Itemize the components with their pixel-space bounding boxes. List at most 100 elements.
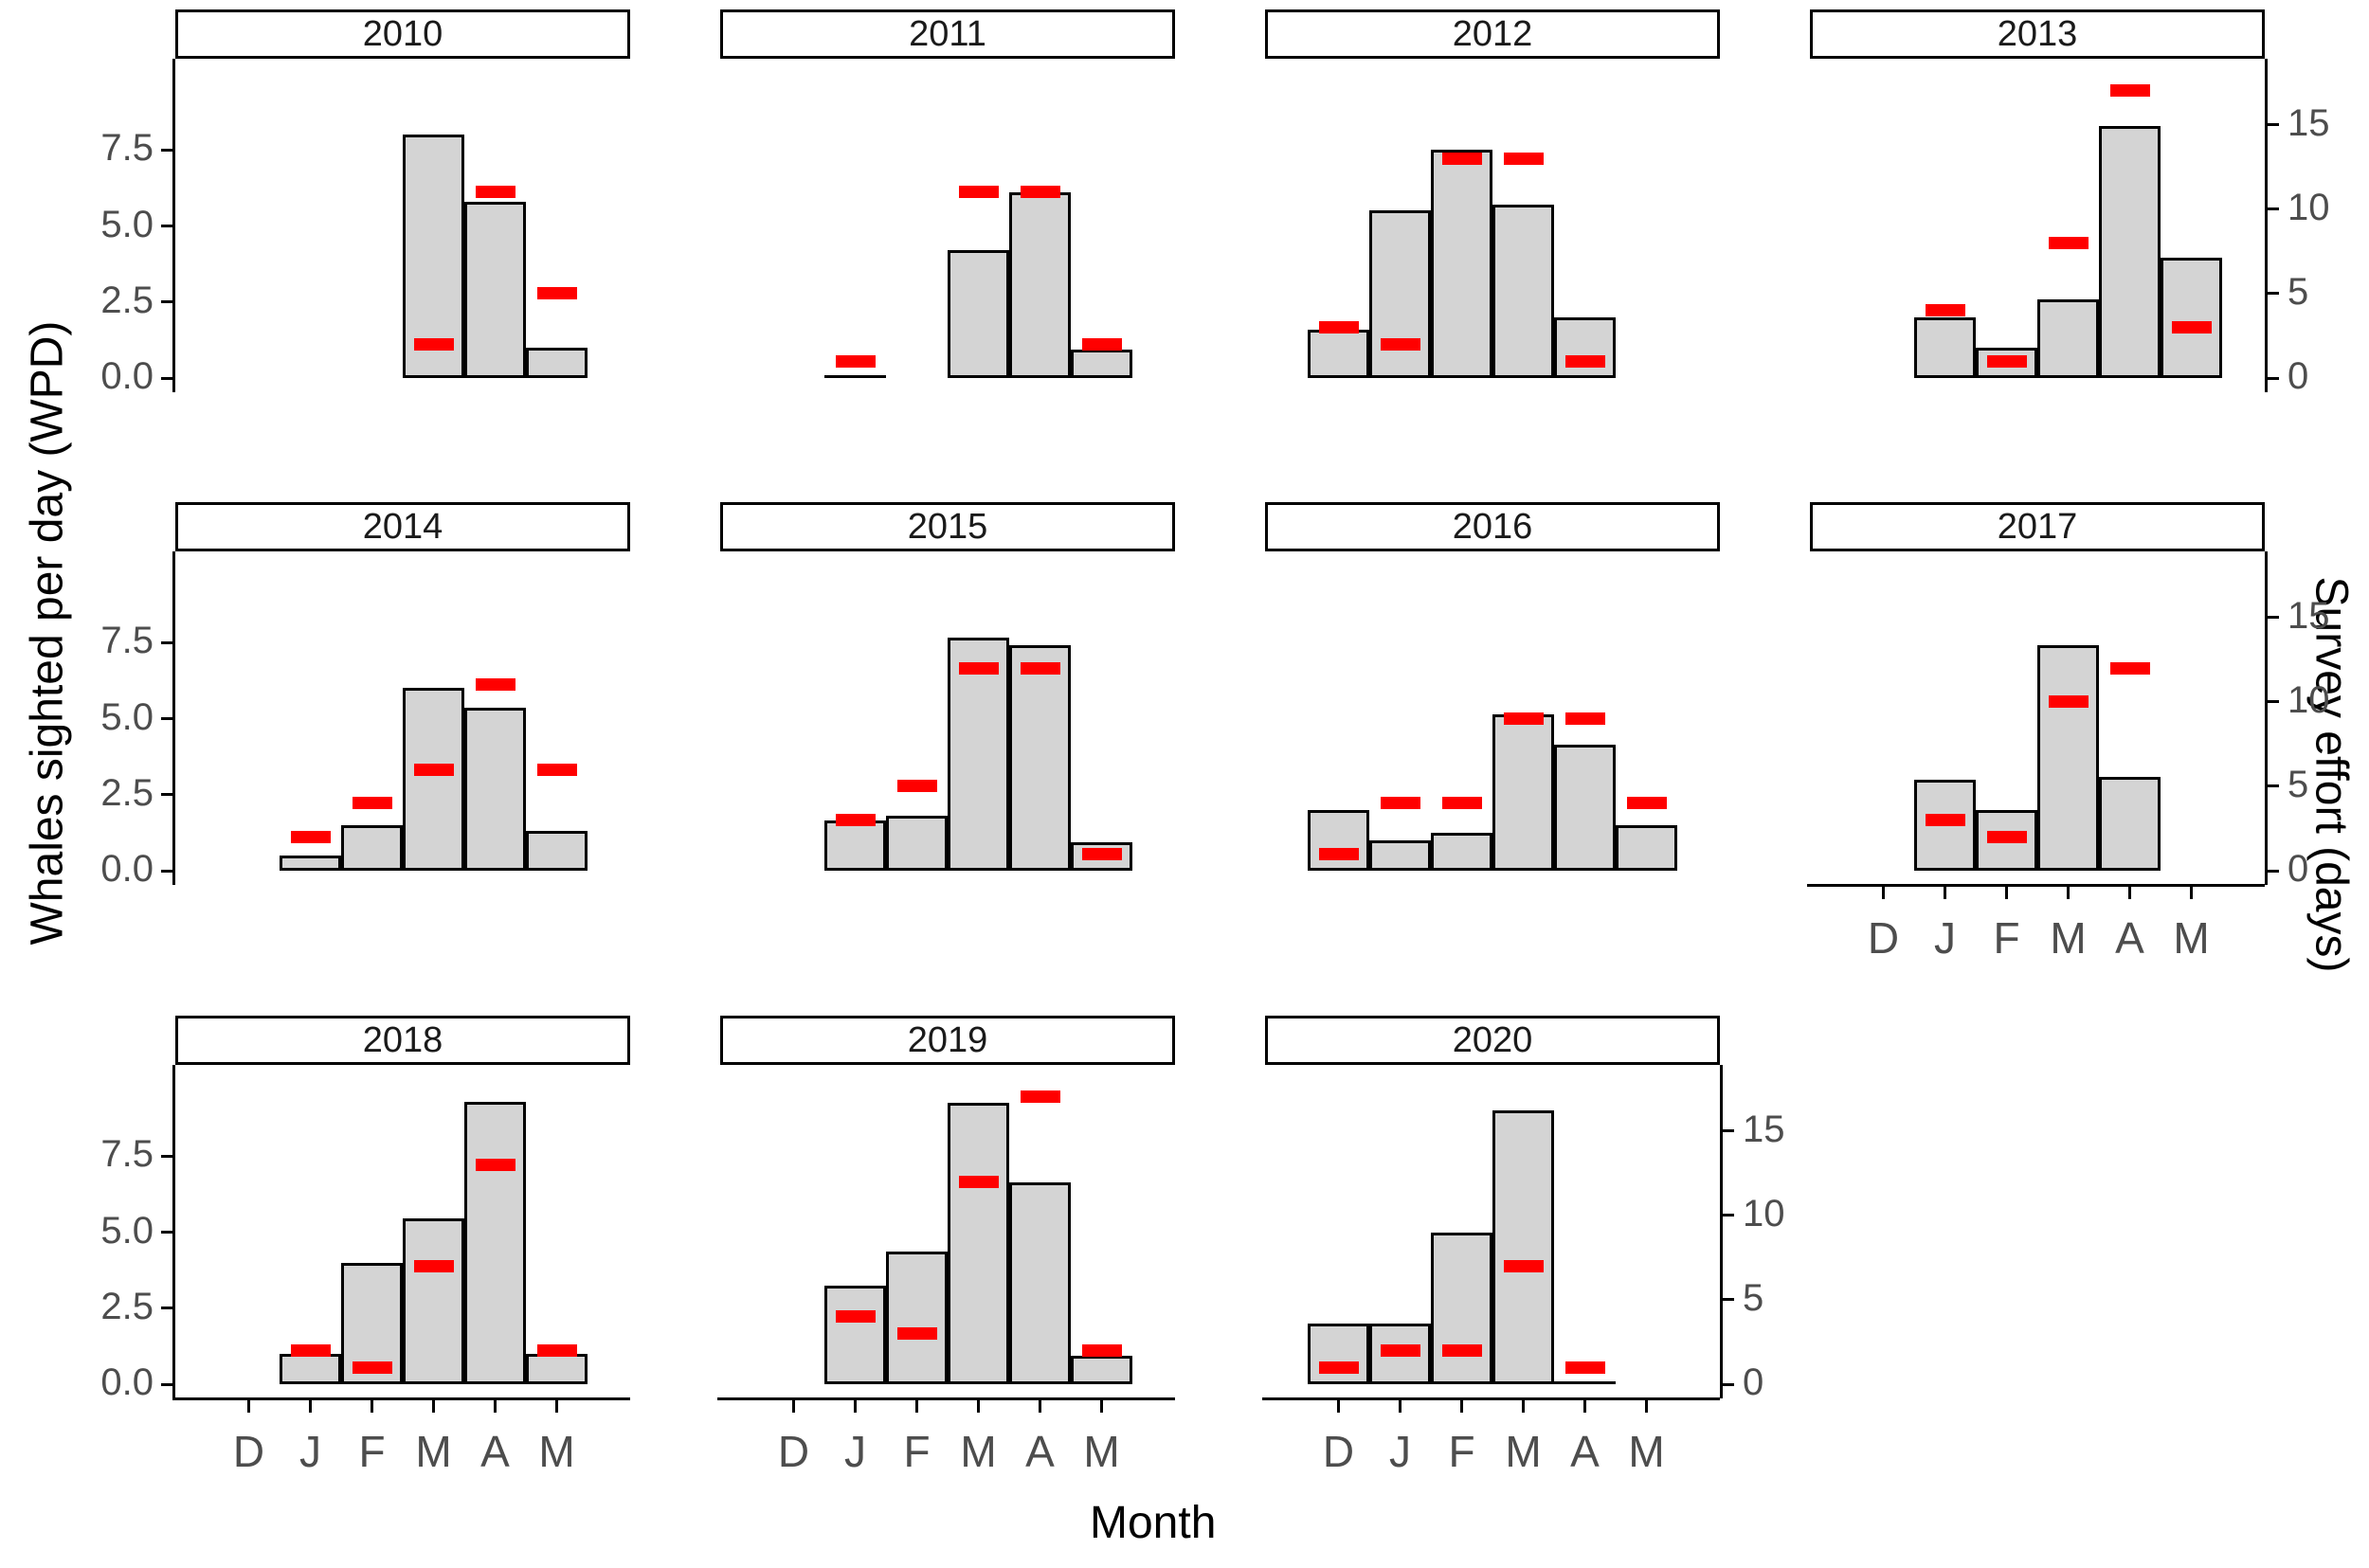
x-axis-tick — [1399, 1400, 1402, 1413]
bar-2017-4-A — [2099, 776, 2161, 871]
left-axis-tick-label: 2.5 — [100, 771, 154, 814]
effort-dash-2019-5-M — [1081, 1343, 1122, 1357]
effort-dash-2019-1-J — [835, 1310, 876, 1324]
bar-2015-5-M — [1071, 841, 1132, 871]
left-axis-line — [172, 59, 175, 392]
bar-2020-3-M — [1492, 1110, 1554, 1384]
bar-2019-4-A — [1009, 1181, 1071, 1384]
panel-2020: 0 5 10 15 D J F M A M — [1262, 1065, 1785, 1476]
bar-2014-1-J — [280, 855, 341, 871]
left-axis-tick-label: 5.0 — [100, 1209, 154, 1252]
x-axis-tick — [309, 1400, 312, 1413]
panel-2011 — [720, 59, 1175, 378]
effort-dash-2013-1-J — [1925, 304, 1965, 317]
right-axis-line — [2265, 551, 2268, 885]
x-axis-line — [172, 1397, 630, 1400]
bar-2015-4-A — [1009, 645, 1071, 871]
x-axis-month-label-A: A — [2115, 913, 2144, 963]
x-axis-line — [1807, 884, 2265, 887]
bar-2019-3-M — [948, 1103, 1009, 1384]
effort-dash-2016-4-A — [1564, 712, 1605, 726]
zero-bar-2020-4-A — [1554, 1381, 1616, 1384]
effort-dash-2014-3-M — [413, 763, 454, 776]
facet-2018: 2018 0.0 2.5 5.0 7.5 D J F M A M — [100, 1016, 744, 1498]
x-axis-month-label-D: D — [1322, 1427, 1355, 1476]
effort-dash-2012-0-D — [1318, 321, 1359, 333]
effort-dash-2020-0-D — [1318, 1361, 1359, 1374]
panel-2016 — [1265, 551, 1720, 871]
effort-dash-2017-2-F — [1986, 830, 2027, 843]
x-axis-tick — [1039, 1400, 1041, 1413]
bar-2020-0-D — [1308, 1323, 1369, 1384]
zero-bar-2011-1-J — [824, 375, 886, 378]
x-axis-month-label-M: M — [415, 1427, 452, 1476]
left-axis-tick — [161, 300, 172, 304]
effort-dash-2010-5-M — [536, 287, 577, 300]
effort-dash-2017-4-A — [2109, 661, 2150, 675]
panel-2013: 0 5 10 15 — [1810, 59, 2330, 397]
right-axis-tick — [2268, 292, 2279, 296]
strip-title-2014: 2014 — [175, 502, 630, 551]
bar-2018-3-M — [403, 1218, 464, 1384]
right-axis-tick — [1723, 1129, 1734, 1133]
x-axis-tick — [1645, 1400, 1648, 1413]
bar-2011-5-M — [1071, 349, 1132, 378]
x-axis-month-label-M: M — [1083, 1427, 1120, 1476]
left-axis-tick — [161, 869, 172, 873]
right-axis-tick-label: 0 — [2288, 848, 2309, 890]
left-axis-tick-label: 7.5 — [100, 620, 154, 662]
effort-dash-2016-3-M — [1503, 712, 1544, 726]
facet-2010: 2010 0.0 2.5 5.0 7.5 — [100, 9, 744, 492]
facet-2012: 2012 — [1265, 9, 1834, 492]
effort-dash-2014-4-A — [475, 678, 515, 692]
right-axis-line — [2265, 59, 2268, 392]
bar-2012-0-D — [1308, 329, 1369, 378]
effort-dash-2020-1-J — [1380, 1343, 1420, 1357]
x-axis-tick — [2128, 887, 2131, 899]
left-axis-line — [172, 1065, 175, 1398]
effort-dash-2012-1-J — [1380, 337, 1420, 351]
left-axis-tick-label: 0.0 — [100, 848, 154, 890]
strip-title-2010: 2010 — [175, 9, 630, 59]
x-axis-month-label-F: F — [1993, 913, 2020, 963]
left-axis-tick — [161, 793, 172, 797]
effort-dash-2016-1-J — [1380, 797, 1420, 810]
facet-2014: 2014 0.0 2.5 5.0 7.5 — [100, 502, 744, 984]
right-axis-tick — [2268, 784, 2279, 788]
bar-2014-5-M — [526, 831, 588, 871]
left-axis-tick-label: 7.5 — [100, 1133, 154, 1176]
x-axis-tick — [1100, 1400, 1103, 1413]
right-axis-tick — [1723, 1298, 1734, 1302]
facet-2019: 2019 D J F M A M — [717, 1016, 1289, 1498]
left-axis-tick — [161, 148, 172, 152]
effort-dash-2020-4-A — [1564, 1361, 1605, 1374]
x-axis-tick — [247, 1400, 250, 1413]
effort-dash-2013-2-F — [1986, 354, 2027, 368]
effort-dash-2018-4-A — [475, 1158, 515, 1171]
effort-dash-2018-3-M — [413, 1259, 454, 1272]
left-axis-tick — [161, 1231, 172, 1235]
bar-2019-1-J — [824, 1285, 886, 1384]
facet-2017: 2017 0 5 10 15 D J F M A M — [1807, 502, 2369, 984]
x-axis-month-label-M: M — [2050, 913, 2087, 963]
bar-2010-3-M — [403, 135, 464, 378]
right-axis-tick-label: 0 — [1743, 1361, 1764, 1403]
effort-dash-2020-2-F — [1441, 1343, 1482, 1357]
bar-2011-3-M — [948, 250, 1009, 378]
right-axis-line — [1720, 1065, 1723, 1398]
effort-dash-2011-1-J — [835, 354, 876, 368]
x-axis-tick — [854, 1400, 857, 1413]
bar-2015-1-J — [824, 820, 886, 871]
left-axis-line — [172, 551, 175, 885]
bar-2014-4-A — [464, 708, 526, 871]
left-axis-tick-label: 5.0 — [100, 203, 154, 245]
effort-dash-2013-4-A — [2109, 84, 2150, 98]
effort-dash-2011-5-M — [1081, 337, 1122, 351]
x-axis-tick — [1460, 1400, 1463, 1413]
x-axis-month-label-A: A — [1570, 1427, 1600, 1476]
effort-dash-2014-2-F — [352, 797, 392, 810]
facet-2011: 2011 — [720, 9, 1289, 492]
effort-dash-2014-1-J — [290, 830, 331, 843]
effort-dash-2012-4-A — [1564, 354, 1605, 368]
